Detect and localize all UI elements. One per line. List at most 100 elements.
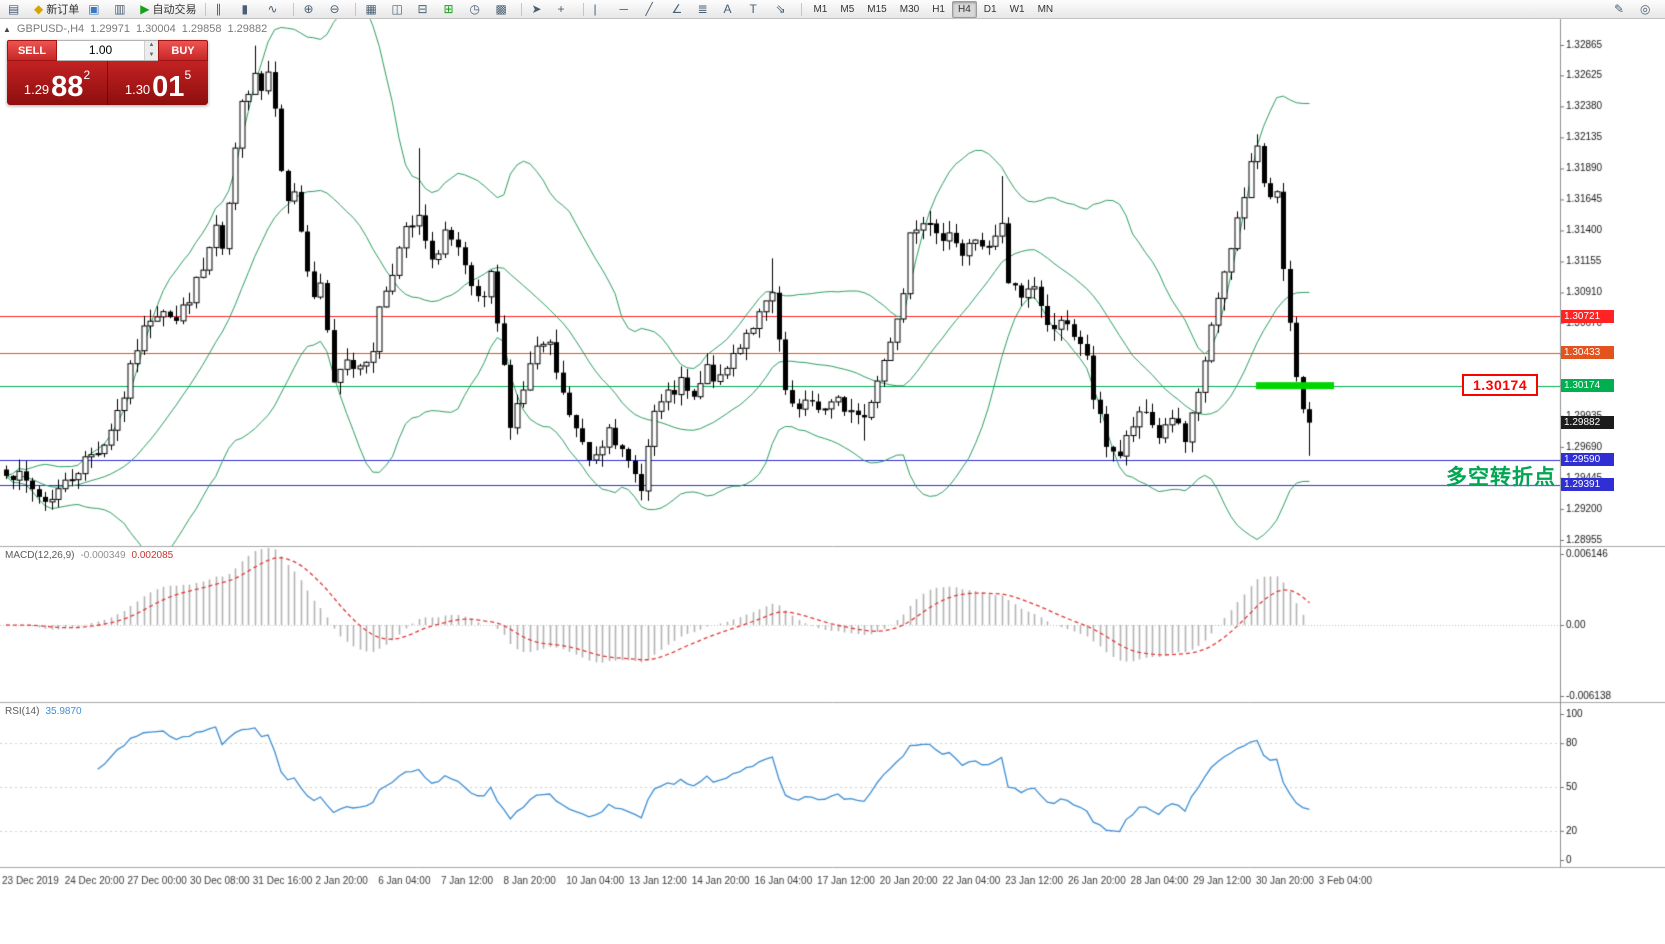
market-watch-icon: ▣ — [88, 2, 100, 16]
zoom-out-icon: ⊖ — [329, 2, 340, 16]
auto-trading-icon: ▶ — [140, 2, 150, 16]
trendline-icon: ╱ — [645, 2, 653, 16]
timeframe-mn[interactable]: MN — [1037, 3, 1054, 15]
indicators-list-icon[interactable]: ⊞ — [439, 0, 464, 18]
vertical-line-icon[interactable]: | — [589, 0, 614, 18]
tile-windows-icon: ▦ — [365, 2, 377, 16]
ask-price-prefix: 1.30 — [124, 82, 151, 97]
new-order-icon: ◆ — [34, 2, 44, 16]
ask-price-pips: 01 — [152, 71, 185, 104]
cursor-icon: ➤ — [531, 2, 542, 16]
timeframe-d1[interactable]: D1 — [983, 3, 997, 15]
current-price-tag: 1.29882 — [1561, 416, 1614, 429]
vertical-line-icon: | — [593, 2, 597, 16]
volume-input[interactable]: 1.00 — [88, 43, 113, 57]
periods-icon[interactable]: ◷ — [465, 0, 490, 18]
auto-trading-button[interactable]: ▶ 自动交易 — [136, 0, 200, 18]
timeframe-h1[interactable]: H1 — [932, 3, 945, 15]
fibonacci-icon[interactable]: ≣ — [693, 0, 718, 18]
toolbar-separator — [293, 2, 295, 16]
auto-trading-label: 自动交易 — [152, 4, 197, 16]
timeframe-m30[interactable]: M30 — [899, 3, 920, 15]
market-watch-icon[interactable]: ▣ — [84, 0, 109, 18]
text-icon[interactable]: A — [719, 0, 744, 18]
volume-increase-icon[interactable]: ▲ — [145, 41, 158, 51]
zoom-in-icon: ⊕ — [303, 2, 314, 16]
bar-chart-icon[interactable]: ∥ — [211, 0, 236, 18]
candlestick-chart-icon[interactable]: ▮ — [237, 0, 262, 18]
candlestick-chart-icon: ▮ — [241, 2, 249, 16]
indicators-list-icon: ⊞ — [443, 2, 454, 16]
price-tag-1-30721: 1.30721 — [1561, 310, 1614, 323]
quote-header: ▲ GBPUSD-,H4 1.29971 1.30004 1.29858 1.2… — [3, 23, 267, 35]
bid-price-prefix: 1.29 — [23, 82, 50, 97]
symbol-period-label: GBPUSD-,H4 — [16, 23, 85, 35]
arrows-icon: ⇘ — [775, 2, 786, 16]
buy-button[interactable]: BUY — [158, 40, 208, 61]
quote-open: 1.29971 — [90, 23, 130, 35]
edit-icon[interactable]: ✎ — [1614, 2, 1625, 16]
volume-decrease-icon[interactable]: ▼ — [145, 50, 158, 60]
bid-price-point: 2 — [83, 68, 91, 82]
objects-icon[interactable]: ◎ — [1640, 2, 1651, 16]
bid-price[interactable]: 1.29 88 2 — [7, 61, 107, 105]
timeframe-m15[interactable]: M15 — [867, 3, 887, 15]
arrows-icon[interactable]: ⇘ — [771, 0, 796, 18]
equidistant-channel-icon[interactable]: ∠ — [667, 0, 692, 18]
bar-chart-icon: ∥ — [215, 2, 222, 16]
chinese-annotation-text[interactable]: 多空转折点 — [1446, 466, 1556, 489]
quote-close: 1.29882 — [227, 23, 268, 35]
trendline-icon[interactable]: ╱ — [641, 0, 666, 18]
price-callout-label[interactable]: 1.30174 — [1462, 374, 1539, 396]
price-divider — [107, 61, 108, 105]
fibonacci-icon: ≣ — [697, 2, 708, 16]
toolbar-separator — [801, 2, 803, 16]
horizontal-line-icon: ─ — [619, 2, 628, 16]
macd-signal-value: 0.002085 — [131, 550, 174, 561]
macd-indicator-label: MACD(12,26,9) -0.000349 0.002085 — [5, 550, 173, 561]
new-chart-icon[interactable]: ▤ — [4, 0, 29, 18]
rsi-value: 35.9870 — [45, 706, 82, 717]
sell-button[interactable]: SELL — [7, 40, 57, 61]
one-click-trading-panel: SELL 1.00 ▲ ▼ BUY 1.29 88 2 1.30 01 5 — [7, 40, 208, 105]
quote-high: 1.30004 — [135, 23, 176, 35]
new-order-button[interactable]: ◆ 新订单 — [30, 0, 83, 18]
text-label-icon[interactable]: T — [745, 0, 770, 18]
quote-low: 1.29858 — [181, 23, 222, 35]
price-tag-1-30174: 1.30174 — [1561, 379, 1614, 392]
templates-icon: ▩ — [495, 2, 507, 16]
chart-window-icon: ▥ — [114, 2, 126, 16]
horizontal-line-icon[interactable]: ─ — [615, 0, 640, 18]
price-tag-1-30433: 1.30433 — [1561, 346, 1614, 359]
periods-icon: ◷ — [469, 2, 480, 16]
tile-windows-icon[interactable]: ▦ — [361, 0, 386, 18]
toolbar-separator — [205, 2, 207, 16]
ask-price[interactable]: 1.30 01 5 — [108, 61, 208, 105]
cascade-windows-icon[interactable]: ◫ — [387, 0, 412, 18]
price-tag-1-29590: 1.29590 — [1561, 453, 1614, 466]
toolbar-separator — [521, 2, 523, 16]
timeframe-h4[interactable]: H4 — [951, 0, 977, 18]
macd-title: MACD(12,26,9) — [5, 550, 75, 561]
line-chart-icon[interactable]: ∿ — [263, 0, 288, 18]
templates-icon[interactable]: ▩ — [491, 0, 516, 18]
zoom-out-icon[interactable]: ⊖ — [325, 0, 350, 18]
price-tag-1-29391: 1.29391 — [1561, 478, 1614, 491]
timeframe-m1[interactable]: M1 — [813, 3, 828, 15]
line-chart-icon: ∿ — [267, 2, 278, 16]
ask-price-point: 5 — [184, 68, 192, 82]
chart-window-icon[interactable]: ▥ — [110, 0, 135, 18]
zoom-in-icon[interactable]: ⊕ — [299, 0, 324, 18]
crosshair-icon[interactable]: + — [553, 0, 578, 18]
panel-collapse-icon[interactable]: ▲ — [3, 24, 11, 34]
macd-main-value: -0.000349 — [80, 550, 126, 561]
rsi-title: RSI(14) — [5, 706, 40, 717]
bid-price-pips: 88 — [51, 71, 84, 104]
timeframe-m5[interactable]: M5 — [840, 3, 855, 15]
cursor-icon[interactable]: ➤ — [527, 0, 552, 18]
equidistant-channel-icon: ∠ — [671, 2, 683, 16]
timeframe-w1[interactable]: W1 — [1009, 3, 1025, 15]
new-order-label: 新订单 — [46, 4, 80, 16]
arrange-windows-icon[interactable]: ⊟ — [413, 0, 438, 18]
